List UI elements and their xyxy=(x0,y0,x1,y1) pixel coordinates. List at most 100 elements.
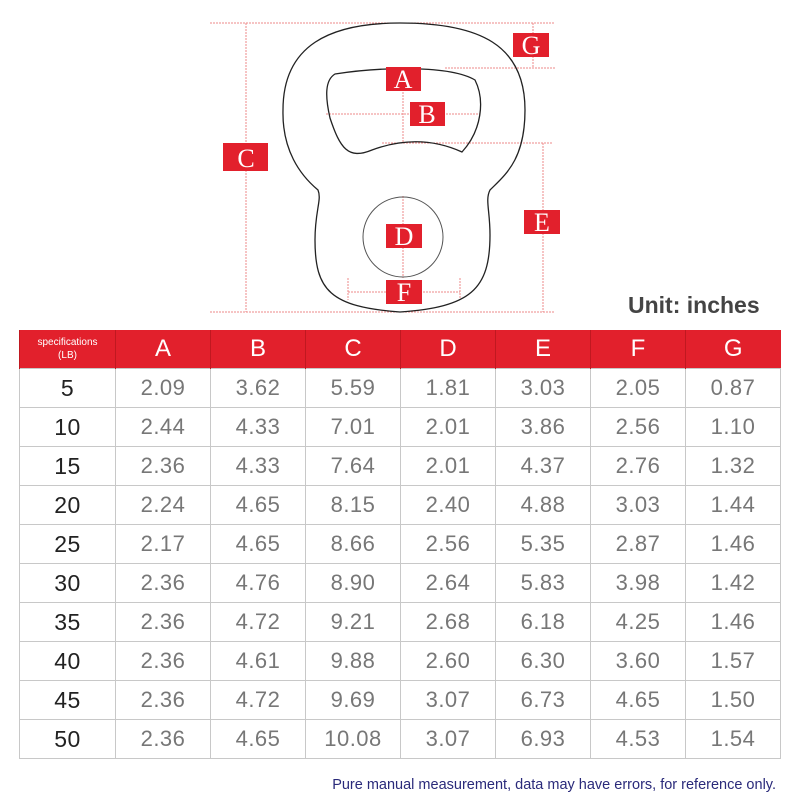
measurement-cell: 2.44 xyxy=(115,407,211,447)
measurement-cell: 1.50 xyxy=(685,680,781,720)
measurement-cell: 2.40 xyxy=(400,485,496,525)
measurement-cell: 9.88 xyxy=(305,641,401,681)
measurement-cell: 2.17 xyxy=(115,524,211,564)
table-row: 50 2.36 4.65 10.08 3.07 6.93 4.53 1.54 xyxy=(19,719,781,759)
svg-text:E: E xyxy=(534,208,550,237)
measurement-cell: 4.61 xyxy=(210,641,306,681)
measurement-cell: 4.72 xyxy=(210,602,306,642)
kettlebell-diagram: A B C D E F G xyxy=(210,22,560,313)
measurement-cell: 2.36 xyxy=(115,680,211,720)
spec-header-label: specifications xyxy=(37,337,98,348)
table-row: 45 2.36 4.72 9.69 3.07 6.73 4.65 1.50 xyxy=(19,680,781,720)
header-b: B xyxy=(210,330,306,369)
measurement-cell: 2.87 xyxy=(590,524,686,564)
measurement-cell: 2.36 xyxy=(115,641,211,681)
measurement-cell: 4.65 xyxy=(210,524,306,564)
measurement-cell: 2.60 xyxy=(400,641,496,681)
measurement-cell: 2.24 xyxy=(115,485,211,525)
table-row: 15 2.36 4.33 7.64 2.01 4.37 2.76 1.32 xyxy=(19,446,781,486)
table-row: 20 2.24 4.65 8.15 2.40 4.88 3.03 1.44 xyxy=(19,485,781,525)
measurement-cell: 3.07 xyxy=(400,719,496,759)
measurement-cell: 3.86 xyxy=(495,407,591,447)
label-B: B xyxy=(410,100,445,129)
kettlebell-outline xyxy=(282,22,526,313)
svg-text:F: F xyxy=(397,278,411,307)
measurement-cell: 2.56 xyxy=(400,524,496,564)
measurement-cell: 2.36 xyxy=(115,563,211,603)
measurement-cell: 4.33 xyxy=(210,446,306,486)
measurement-cell: 3.07 xyxy=(400,680,496,720)
measurement-cell: 6.93 xyxy=(495,719,591,759)
header-c: C xyxy=(305,330,401,369)
measurement-cell: 4.72 xyxy=(210,680,306,720)
label-A: A xyxy=(386,65,421,94)
measurement-cell: 2.36 xyxy=(115,602,211,642)
measurement-cell: 2.36 xyxy=(115,446,211,486)
handle-opening xyxy=(326,68,482,155)
weight-cell: 10 xyxy=(19,407,116,447)
svg-text:G: G xyxy=(522,31,541,60)
measurement-cell: 1.81 xyxy=(400,368,496,408)
svg-text:B: B xyxy=(418,100,435,129)
spec-header-unit: (LB) xyxy=(58,350,77,361)
label-F: F xyxy=(386,278,422,307)
measurement-cell: 2.05 xyxy=(590,368,686,408)
header-d: D xyxy=(400,330,496,369)
measurement-cell: 4.33 xyxy=(210,407,306,447)
weight-cell: 40 xyxy=(19,641,116,681)
measurement-cell: 7.64 xyxy=(305,446,401,486)
measurement-cell: 1.54 xyxy=(685,719,781,759)
table-row: 40 2.36 4.61 9.88 2.60 6.30 3.60 1.57 xyxy=(19,641,781,681)
unit-label: Unit: inches xyxy=(628,292,760,318)
measurement-cell: 4.65 xyxy=(210,719,306,759)
measurement-cell: 2.76 xyxy=(590,446,686,486)
measurement-cell: 1.32 xyxy=(685,446,781,486)
measurement-cell: 6.73 xyxy=(495,680,591,720)
measurement-cell: 2.36 xyxy=(115,719,211,759)
measurement-cell: 5.35 xyxy=(495,524,591,564)
measurement-cell: 0.87 xyxy=(685,368,781,408)
measurement-cell: 5.59 xyxy=(305,368,401,408)
measurement-cell: 3.60 xyxy=(590,641,686,681)
label-D: D xyxy=(386,222,422,251)
weight-cell: 20 xyxy=(19,485,116,525)
svg-text:D: D xyxy=(395,222,414,251)
measurement-cell: 8.66 xyxy=(305,524,401,564)
measurement-cell: 6.18 xyxy=(495,602,591,642)
measurement-cell: 2.68 xyxy=(400,602,496,642)
svg-text:A: A xyxy=(394,65,413,94)
weight-cell: 5 xyxy=(19,368,116,408)
measurement-cell: 5.83 xyxy=(495,563,591,603)
weight-cell: 50 xyxy=(19,719,116,759)
measurement-cell: 1.57 xyxy=(685,641,781,681)
measurement-cell: 4.37 xyxy=(495,446,591,486)
measurement-cell: 3.98 xyxy=(590,563,686,603)
measurement-cell: 4.88 xyxy=(495,485,591,525)
measurement-cell: 8.90 xyxy=(305,563,401,603)
weight-cell: 35 xyxy=(19,602,116,642)
measurement-cell: 3.03 xyxy=(495,368,591,408)
measurement-cell: 2.09 xyxy=(115,368,211,408)
measurement-cell: 4.65 xyxy=(590,680,686,720)
weight-cell: 25 xyxy=(19,524,116,564)
weight-cell: 45 xyxy=(19,680,116,720)
measurement-cell: 4.65 xyxy=(210,485,306,525)
svg-text:C: C xyxy=(237,144,254,173)
label-G: G xyxy=(513,31,549,60)
measurement-cell: 4.76 xyxy=(210,563,306,603)
measurement-cell: 10.08 xyxy=(305,719,401,759)
header-e: E xyxy=(495,330,591,369)
measurement-cell: 1.46 xyxy=(685,524,781,564)
header-specifications: specifications (LB) xyxy=(19,330,116,369)
measurement-cell: 7.01 xyxy=(305,407,401,447)
measurement-cell: 1.10 xyxy=(685,407,781,447)
header-a: A xyxy=(115,330,211,369)
measurement-cell: 1.44 xyxy=(685,485,781,525)
table-row: 10 2.44 4.33 7.01 2.01 3.86 2.56 1.10 xyxy=(19,407,781,447)
measurement-cell: 8.15 xyxy=(305,485,401,525)
weight-cell: 15 xyxy=(19,446,116,486)
header-g: G xyxy=(685,330,781,369)
measurement-cell: 4.53 xyxy=(590,719,686,759)
